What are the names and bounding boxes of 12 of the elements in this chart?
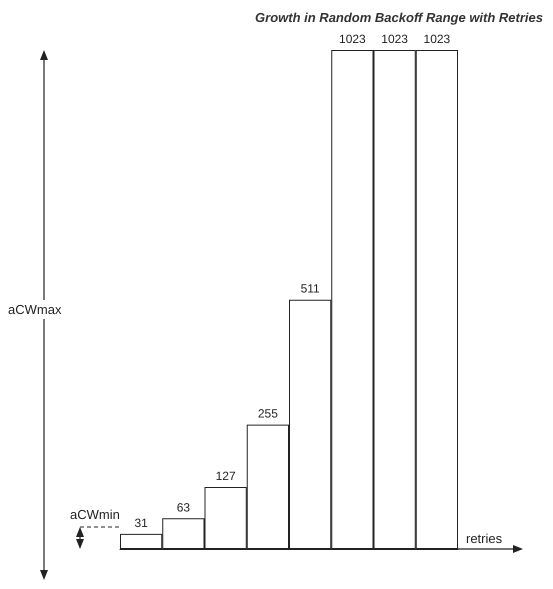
text: aCWmax [8,300,62,319]
data-label: 1023 [381,32,408,46]
data-label: 63 [176,500,190,514]
chart-title: Growth in Random Backoff Range with Retries [255,10,544,25]
data-label: 127 [216,469,236,484]
data-label: 31 [134,516,148,530]
data-label: 255 [258,406,278,421]
text: aCWmin [70,507,120,522]
data-label: 1023 [424,32,451,46]
data-label: 1023 [339,32,366,46]
x-axis-title: retries [466,531,503,546]
data-label: 511 [300,282,320,296]
